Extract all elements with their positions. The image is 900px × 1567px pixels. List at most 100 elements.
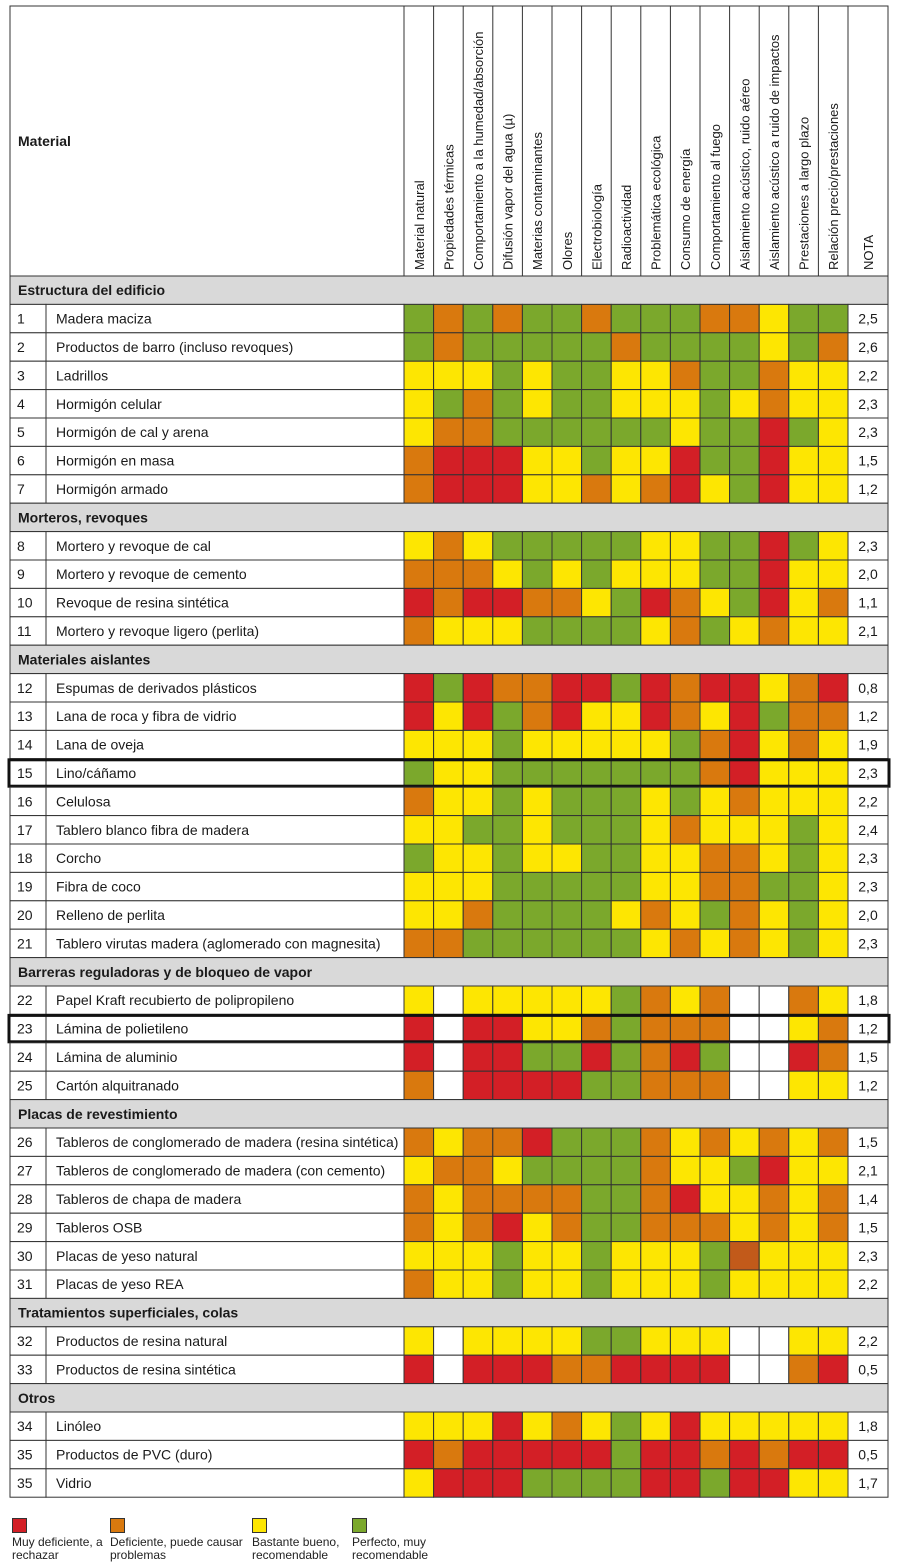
rating-cell [729,1241,760,1271]
rating-cell [492,417,523,447]
rating-cell [640,815,671,845]
row-number-cell [9,1184,47,1214]
rating-cell [640,758,671,788]
rating-cell [699,1127,731,1157]
legend-swatch-green [352,1518,367,1533]
rating-cell [788,1013,819,1044]
rating-cell [788,417,819,447]
rating-cell [462,758,494,788]
column-header: Comportamiento al fuego [708,124,723,270]
rating-cell [551,786,583,817]
rating-cell [640,1184,671,1214]
row-number: 6 [17,453,25,469]
rating-cell [729,445,760,476]
rating-cell [521,673,553,703]
rating-cell [433,360,464,391]
rating-cell [551,531,583,561]
material-name-cell [45,928,405,959]
rating-cell [610,389,642,419]
rating-cell [433,1326,464,1356]
rating-cell [788,786,819,817]
rating-cell [610,1241,642,1271]
rating-cell [433,815,464,845]
rating-cell [788,701,819,731]
rating-cell [433,1127,464,1157]
rating-cell [610,843,642,873]
note-value: 0,5 [858,1361,878,1377]
rating-cell [817,673,849,703]
rating-cell [758,1269,790,1299]
rating-cell [433,531,464,561]
material-name: Tableros de conglomerado de madera (con … [56,1163,385,1179]
row-number: 35 [17,1475,33,1491]
note-value: 1,4 [858,1191,878,1207]
rating-cell [640,559,671,589]
rating-cell [551,843,583,873]
rating-cell [492,1013,523,1044]
material-name-cell [45,559,405,589]
material-name: Productos de PVC (duro) [56,1447,212,1463]
column-header: Prestaciones a largo plazo [797,117,812,270]
rating-cell [788,1354,819,1385]
rating-cell [640,1127,671,1157]
rating-cell [788,559,819,589]
rating-cell [581,758,612,788]
row-number-cell [9,587,47,618]
rating-cell [521,1411,553,1441]
rating-cell [788,1241,819,1271]
rating-cell [669,1212,701,1243]
rating-cell [610,332,642,362]
material-name-cell [45,1269,405,1299]
rating-cell [758,871,790,902]
rating-cell [640,474,671,504]
rating-cell [581,1326,612,1356]
column-header: Material natural [412,180,427,270]
rating-cell [551,815,583,845]
rating-cell [403,1439,435,1470]
rating-cell [462,786,494,817]
rating-cell [758,417,790,447]
rating-cell [581,417,612,447]
rating-cell [492,445,523,476]
rating-cell [492,587,523,618]
rating-cell [817,843,849,873]
rating-cell [433,474,464,504]
material-name-cell [45,1212,405,1243]
rating-cell [433,701,464,731]
rating-cell [462,1269,494,1299]
rating-cell [817,616,849,646]
rating-cell [433,900,464,930]
material-name: Lana de roca y fibra de vidrio [56,708,237,724]
rating-cell [462,303,494,334]
rating-cell [758,1070,790,1101]
rating-cell [551,985,583,1015]
rating-cell [788,1439,819,1470]
rating-cell [433,928,464,959]
rating-cell [729,417,760,447]
rating-cell [433,729,464,760]
rating-cell [610,559,642,589]
rating-cell [462,616,494,646]
material-name: Productos de resina natural [56,1333,227,1349]
rating-cell [521,587,553,618]
rating-cell [551,1155,583,1186]
rating-cell [729,673,760,703]
rating-cell [729,1127,760,1157]
rating-cell [521,985,553,1015]
rating-cell [788,928,819,959]
rating-cell [551,1354,583,1385]
rating-cell [551,417,583,447]
rating-cell [788,985,819,1015]
rating-cell [521,417,553,447]
rating-cell [521,871,553,902]
rating-cell [492,758,523,788]
rating-cell [462,332,494,362]
rating-cell [551,1212,583,1243]
rating-cell [640,701,671,731]
rating-cell [403,1468,435,1498]
rating-cell [699,1070,731,1101]
rating-cell [433,1439,464,1470]
rating-cell [758,587,790,618]
rating-cell [403,417,435,447]
rating-cell [492,1070,523,1101]
